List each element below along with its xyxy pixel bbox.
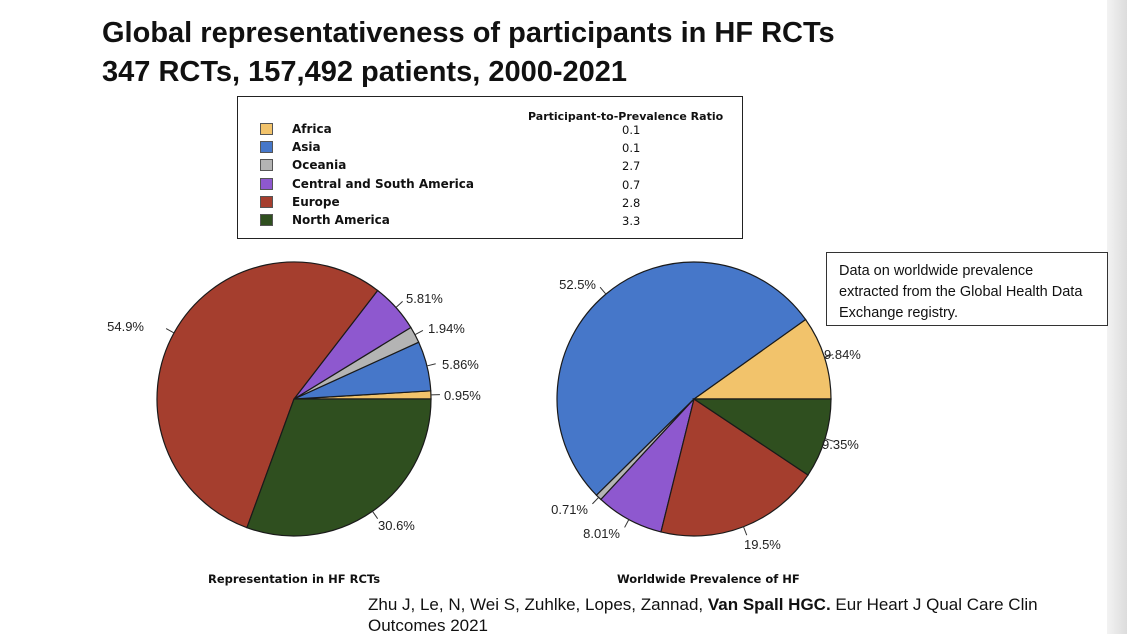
pie-data-label: 54.9% — [107, 319, 144, 334]
pie-leader-line — [592, 497, 598, 503]
chart-caption-rcts: Representation in HF RCTs — [208, 572, 380, 586]
citation-authors: Zhu J, Le, N, Wei S, Zuhlke, Lopes, Zann… — [368, 595, 708, 614]
pie-data-label: 5.86% — [442, 357, 479, 372]
pie-data-label: 0.95% — [444, 388, 481, 403]
pie-data-label: 1.94% — [428, 321, 465, 336]
pie-data-label: 8.01% — [583, 526, 620, 541]
pie-data-label: 5.81% — [406, 291, 443, 306]
citation-senior-author: Van Spall HGC. — [708, 595, 831, 614]
pie-data-label: 19.5% — [744, 537, 781, 552]
pie-data-label: 0.71% — [551, 502, 588, 517]
pie-leader-line — [743, 527, 746, 535]
pie-leader-line — [415, 330, 423, 334]
pie-leader-line — [600, 287, 606, 294]
pie-leader-line — [166, 329, 174, 333]
chart-caption-prevalence: Worldwide Prevalence of HF — [617, 572, 800, 586]
pie-data-label: 30.6% — [378, 518, 415, 533]
citation: Zhu J, Le, N, Wei S, Zuhlke, Lopes, Zann… — [368, 594, 1108, 636]
pie-data-label: 9.84% — [824, 347, 861, 362]
pie-leader-line — [372, 511, 377, 518]
pie-data-label: 52.5% — [559, 277, 596, 292]
pie-leader-line — [625, 520, 629, 528]
pie-leader-line — [396, 301, 403, 307]
pie-leader-line — [427, 364, 436, 366]
pie-data-label: 9.35% — [822, 437, 859, 452]
